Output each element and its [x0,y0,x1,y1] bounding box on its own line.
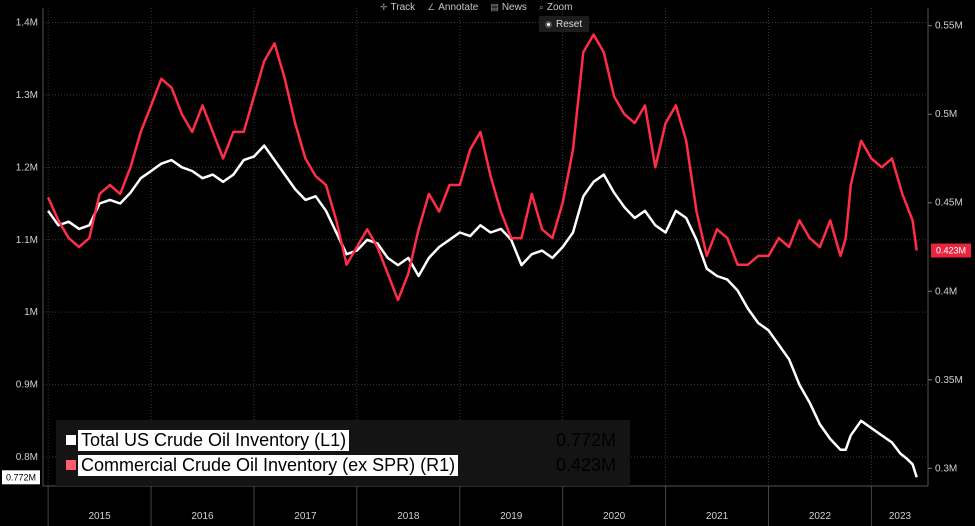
pencil-icon: ∠ [427,1,436,12]
right-axis: 0.55M 0.5M 0.45M 0.4M 0.35M 0.3M [927,8,963,486]
x-tick-label: 2015 [88,511,111,522]
legend-swatch-white [66,435,76,445]
x-tick-label: 2023 [889,511,912,522]
legend: Total US Crude Oil Inventory (L1) 0.772M… [56,420,630,486]
track-button[interactable]: ✛ Track [380,0,415,14]
right-tick-label: 0.55M [935,21,963,32]
magnifier-icon: ⌕ [538,1,544,12]
news-button[interactable]: ▤ News [490,0,527,14]
reset-radio-icon [545,20,552,28]
left-axis: 1.4M 1.3M 1.2M 1.1M 1M 0.9M 0.8M [16,8,44,486]
x-tick-label: 2020 [603,511,626,522]
left-tick-label: 0.9M [16,380,38,391]
x-tick-label: 2016 [191,511,214,522]
track-label: Track [390,1,416,13]
annotate-button[interactable]: ∠ Annotate [427,0,478,14]
value-badges: 0.772M 0.423M [2,243,971,485]
zoom-button[interactable]: ⌕ Zoom [539,0,573,14]
x-axis: 2015 2016 2017 2018 2019 2020 2021 2022 2023 [43,485,928,526]
left-tick-label: 1.2M [16,162,38,173]
legend-row-commercial: Commercial Crude Oil Inventory (ex SPR) … [66,454,459,476]
reset-label: Reset [556,18,583,30]
right-tick-label: 0.45M [935,198,963,209]
right-tick-label: 0.3M [935,463,957,474]
x-tick-label: 2021 [706,511,729,522]
left-tick-label: 1.3M [16,90,38,101]
right-tick-label: 0.35M [935,375,963,386]
right-tick-label: 0.4M [935,286,957,297]
right-tick-label: 0.5M [935,109,957,120]
left-value-badge-bg [2,470,40,485]
grid-lines [43,8,928,486]
left-tick-label: 1.1M [16,235,38,246]
zoom-label: Zoom [546,1,573,13]
x-tick-label: 2018 [397,511,420,522]
crosshair-icon: ✛ [380,1,388,12]
legend-value-total: 0.772M [556,429,617,450]
legend-swatch-red [66,460,76,470]
reset-button[interactable]: Reset [539,16,589,32]
left-tick-label: 1M [24,307,38,318]
left-tick-label: 0.8M [16,452,38,463]
right-value-badge-bg [931,243,971,258]
x-tick-label: 2022 [809,511,832,522]
legend-label-total: Total US Crude Oil Inventory (L1) [78,429,350,451]
news-label: News [501,1,527,13]
series-line-commercial [46,33,918,302]
left-value-badge: 0.772M [6,472,36,482]
legend-label-commercial: Commercial Crude Oil Inventory (ex SPR) … [78,454,459,476]
series-group [46,33,918,478]
left-tick-label: 1.4M [16,17,38,28]
news-icon: ▤ [490,1,499,12]
series-line-total [47,144,918,478]
chart-toolbar: ✛ Track ∠ Annotate ▤ News ⌕ Zoom [380,0,572,14]
x-tick-label: 2017 [294,511,317,522]
right-value-badge: 0.423M [936,246,966,256]
legend-row-total: Total US Crude Oil Inventory (L1) [66,429,350,451]
x-tick-label: 2019 [500,511,523,522]
annotate-label: Annotate [438,1,479,13]
legend-value-commercial: 0.423M [556,454,617,475]
